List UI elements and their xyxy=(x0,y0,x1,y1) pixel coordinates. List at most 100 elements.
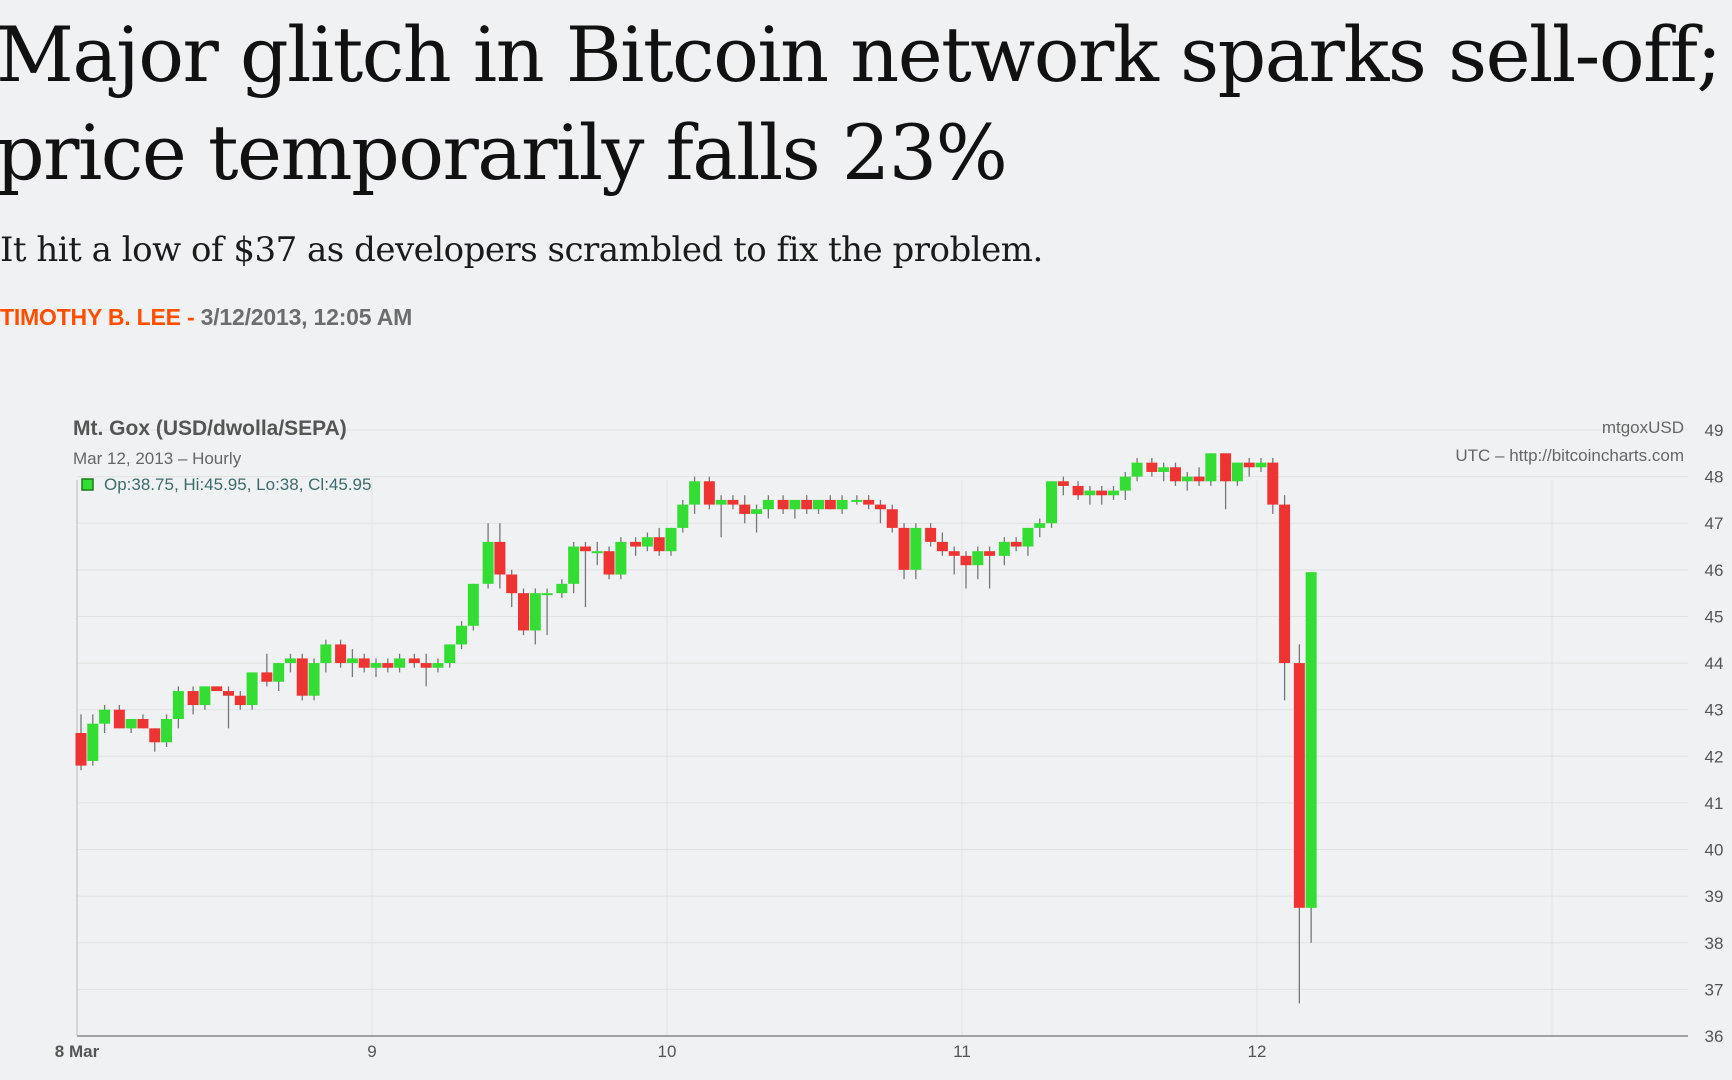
candle-body-down xyxy=(223,691,234,696)
candle-body-down xyxy=(1279,504,1291,664)
candle-body-down xyxy=(960,555,972,566)
candle xyxy=(432,658,444,673)
y-tick-label: 42 xyxy=(1705,747,1724,766)
x-tick-label: 10 xyxy=(658,1042,677,1061)
candles xyxy=(75,453,1317,1004)
article-dek: It hit a low of $37 as developers scramb… xyxy=(0,230,1043,270)
y-tick-label: 49 xyxy=(1705,421,1724,440)
candle-body-down xyxy=(137,719,149,729)
candle-body-down xyxy=(703,481,715,505)
candle xyxy=(273,663,285,692)
candle-body-down xyxy=(630,541,642,547)
candle xyxy=(898,523,910,580)
candle-body-down xyxy=(898,527,910,570)
candle-body-up xyxy=(529,593,541,631)
candle xyxy=(998,537,1010,566)
candle-body-up xyxy=(851,499,863,502)
candle xyxy=(518,588,529,636)
candle-body-down xyxy=(1169,467,1181,482)
author-link[interactable]: TIMOTHY B. LEE xyxy=(0,304,181,330)
candle xyxy=(187,686,199,715)
candle xyxy=(1057,476,1069,496)
candle-body-up xyxy=(444,644,456,664)
candle-body-up xyxy=(715,499,727,505)
publish-date: 3/12/2013, 12:05 AM xyxy=(200,304,413,330)
candle xyxy=(1131,457,1143,482)
candle-body-up xyxy=(1046,481,1058,524)
candle xyxy=(1305,572,1317,943)
candle xyxy=(161,714,173,747)
candle-body-down xyxy=(358,658,370,668)
candle-body-up xyxy=(284,658,296,664)
candle xyxy=(320,639,332,673)
candle-body-up xyxy=(1205,453,1217,482)
candle xyxy=(677,499,689,533)
chart-source-url: UTC – http://bitcoincharts.com xyxy=(1455,446,1684,465)
candle xyxy=(925,523,937,547)
candle xyxy=(715,495,727,538)
candle-body-up xyxy=(370,663,382,668)
candle xyxy=(886,504,898,533)
candle xyxy=(739,495,751,524)
candle-body-down xyxy=(382,663,394,668)
candle xyxy=(1022,527,1034,556)
candle xyxy=(199,686,211,710)
y-tick-label: 44 xyxy=(1705,654,1724,673)
candle xyxy=(1255,457,1267,472)
candle-body-down xyxy=(1193,476,1205,482)
candle xyxy=(824,495,836,510)
candle xyxy=(777,495,789,514)
candle-body-down xyxy=(824,499,836,510)
chart-source-symbol: mtgoxUSD xyxy=(1602,418,1684,437)
candle-body-down xyxy=(296,658,308,696)
candle xyxy=(296,653,308,701)
candle xyxy=(467,583,479,631)
candle-body-down xyxy=(925,527,937,542)
candle-body-up xyxy=(199,686,211,706)
ohlc-readout: Op:38.75, Hi:45.95, Lo:38, Cl:45.95 xyxy=(104,475,371,494)
candle-body-down xyxy=(149,728,161,743)
candle-body-down xyxy=(1267,462,1279,505)
candle xyxy=(113,705,125,729)
candle-body-up xyxy=(1255,462,1267,468)
candle xyxy=(444,644,456,668)
candle-body-down xyxy=(984,551,996,556)
candle xyxy=(529,588,541,645)
candle xyxy=(456,621,468,650)
candle-body-up xyxy=(1158,467,1170,472)
candle xyxy=(665,527,677,556)
y-axis-ticks: 36 37 38 39 40 41 42 43 44 45 46 47 48 49 xyxy=(1705,421,1724,1046)
candle-body-down xyxy=(234,695,246,706)
candle-body-down xyxy=(261,672,273,682)
y-tick-label: 41 xyxy=(1705,794,1724,813)
candle-body-up xyxy=(665,527,677,552)
candle-body-down xyxy=(1293,663,1305,908)
candle xyxy=(308,658,320,701)
candle xyxy=(703,476,715,510)
candle xyxy=(762,495,774,519)
candle xyxy=(1279,495,1291,701)
candle-body-up xyxy=(541,593,553,596)
candle xyxy=(556,579,568,598)
y-tick-label: 46 xyxy=(1705,561,1724,580)
x-tick-label: 11 xyxy=(953,1042,971,1061)
candle-body-up xyxy=(125,719,137,729)
candle-body-down xyxy=(801,499,813,510)
candle-body-down xyxy=(187,691,199,706)
candle xyxy=(1046,481,1058,528)
candle-body-down xyxy=(408,658,420,664)
candle xyxy=(1084,485,1096,505)
candle-body-up xyxy=(273,663,285,682)
candle-body-up xyxy=(1181,476,1193,482)
candle xyxy=(948,546,960,575)
candle xyxy=(234,691,246,710)
candle-body-up xyxy=(641,537,653,547)
x-tick-label: 12 xyxy=(1248,1042,1267,1061)
candle xyxy=(1108,485,1119,500)
candle xyxy=(568,541,580,594)
chart-grid xyxy=(76,429,1688,1037)
candle xyxy=(1010,537,1022,552)
candle xyxy=(137,714,149,729)
candle xyxy=(863,495,875,510)
candle-body-up xyxy=(456,625,468,645)
